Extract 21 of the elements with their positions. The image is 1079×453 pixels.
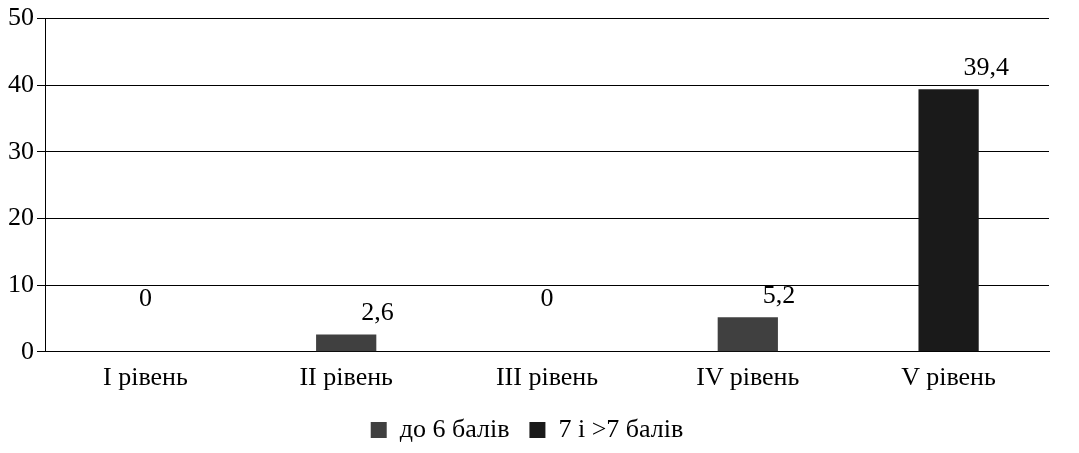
x-tick-label: II рівень xyxy=(299,362,394,392)
bar xyxy=(918,89,979,352)
x-tick-label: IV рівень xyxy=(696,362,800,392)
bar xyxy=(717,317,778,352)
data-label: 0 xyxy=(138,282,152,312)
x-tick-label: I рівень xyxy=(102,362,188,392)
y-tick-label: 50 xyxy=(8,2,34,32)
legend-label: до 6 балів xyxy=(399,413,510,443)
y-tick-label: 40 xyxy=(8,69,34,99)
data-label: 2,6 xyxy=(361,297,394,327)
y-tick-label: 10 xyxy=(8,268,34,298)
y-tick-label: 20 xyxy=(8,202,34,232)
data-label: 39,4 xyxy=(963,52,1010,82)
data-label: 0 xyxy=(540,282,554,312)
y-tick-label: 0 xyxy=(21,335,34,365)
legend-label: 7 і >7 балів xyxy=(558,413,684,443)
x-tick-label: III рівень xyxy=(495,362,599,392)
x-tick-label: V рівень xyxy=(901,362,996,392)
y-tick-label: 30 xyxy=(8,135,34,165)
data-label: 5,2 xyxy=(762,279,796,309)
bar xyxy=(316,334,377,352)
